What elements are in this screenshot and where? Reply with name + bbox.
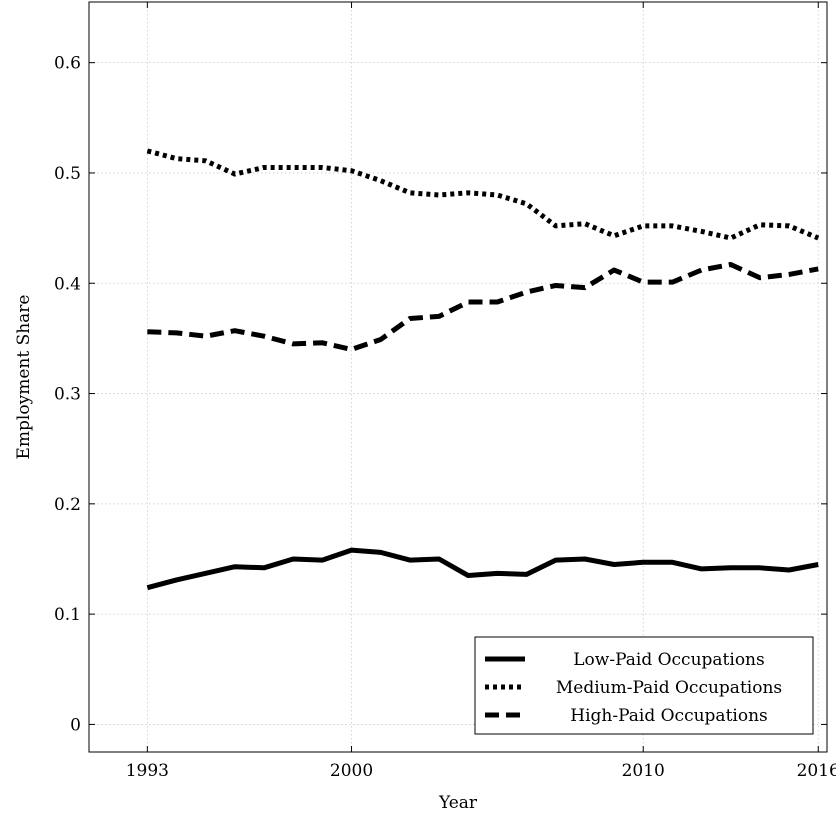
legend-box — [474, 636, 814, 735]
legend-label: Low-Paid Occupations — [573, 650, 764, 670]
x-axis-title: Year — [438, 793, 478, 813]
y-tick-label: 0.1 — [54, 605, 81, 625]
series-line-dotted — [146, 148, 820, 241]
y-tick-label: 0.2 — [54, 495, 81, 515]
y-tick-label: 0.5 — [54, 164, 81, 184]
axis-tick-labels: 0 0.1 0.2 0.3 0.4 0.5 0.6 1993 2000 2010 2016 — [54, 54, 836, 781]
y-axis-title: Employment Share — [14, 295, 34, 460]
x-tick-label: 1993 — [126, 761, 169, 781]
grid — [89, 2, 827, 752]
legend-label: High-Paid Occupations — [570, 706, 768, 726]
y-tick-label: 0.3 — [54, 385, 81, 405]
x-tick-label: 2000 — [330, 761, 373, 781]
plot-area-frame — [88, 1, 828, 753]
y-tick-label: 0 — [70, 715, 81, 735]
legend-label: Medium-Paid Occupations — [556, 678, 782, 698]
series-line-solid — [146, 547, 819, 591]
y-tick-label: 0.4 — [54, 274, 81, 294]
legend: Low-Paid Occupations Medium-Paid Occupati… — [474, 636, 814, 735]
axis-ticks — [89, 2, 827, 752]
y-tick-label: 0.6 — [54, 54, 81, 74]
series-lines — [146, 148, 820, 591]
x-tick-label: 2016 — [797, 761, 836, 781]
x-tick-label: 2010 — [622, 761, 665, 781]
series-line-dashed — [147, 262, 819, 352]
